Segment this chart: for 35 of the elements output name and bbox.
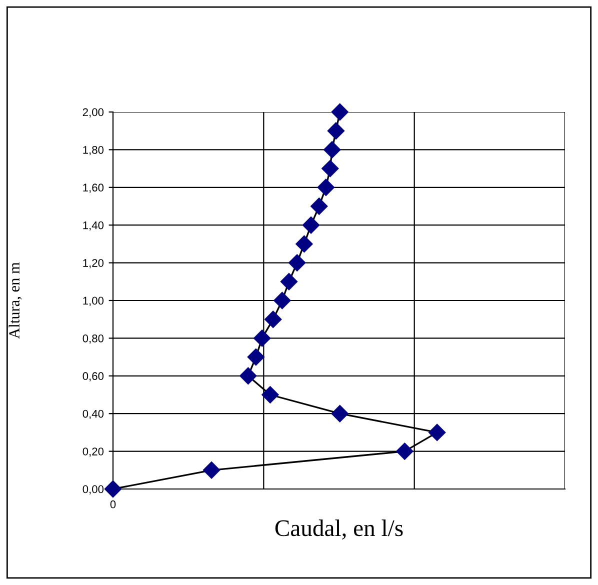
point [274,292,291,310]
point [310,198,328,215]
text: 0 [110,500,116,508]
point [240,367,257,384]
x-axis-title: Caudal, en l/s [275,520,403,540]
point [331,103,348,121]
point [202,462,220,479]
y-tick-label: 1,80 [83,146,104,156]
point [264,310,282,328]
point [262,386,279,404]
point [288,254,306,272]
point [302,216,320,234]
y-tick-label: 0,80 [82,334,104,344]
point [327,122,345,140]
y-tick-label: 0,00 [82,485,104,494]
y-tick-label: 0,60 [82,372,104,382]
point [296,235,313,252]
point [247,348,264,366]
y-tick-label: 0,40 [82,410,104,420]
y-tick-label: 1,40 [83,221,104,231]
point [396,442,414,460]
y-tick-label: 2,00 [82,108,104,118]
y-tick-label: 1,20 [83,259,104,268]
point [428,424,446,441]
point [322,160,339,178]
point [254,330,271,347]
point [317,178,334,196]
point [331,405,348,422]
point [324,141,341,158]
y-axis-title: Altura, en m [8,262,22,339]
point [104,480,122,498]
y-tick-label: 0,20 [82,448,104,457]
y-tick-label: 1,60 [83,184,104,193]
y-tick-label: 1,00 [83,296,104,306]
point [280,273,298,290]
